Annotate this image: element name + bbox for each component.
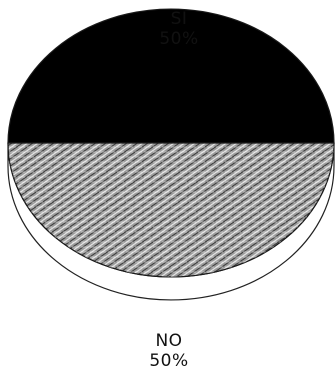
slice-value-si: 50%	[159, 29, 198, 49]
slice-label-si: SI	[171, 9, 188, 29]
pie-slice-si	[7, 8, 335, 144]
slice-value-no: 50%	[149, 351, 188, 371]
pie-slices	[7, 8, 335, 278]
slice-label-no: NO	[155, 331, 182, 351]
pie-slice-texture	[8, 143, 334, 277]
